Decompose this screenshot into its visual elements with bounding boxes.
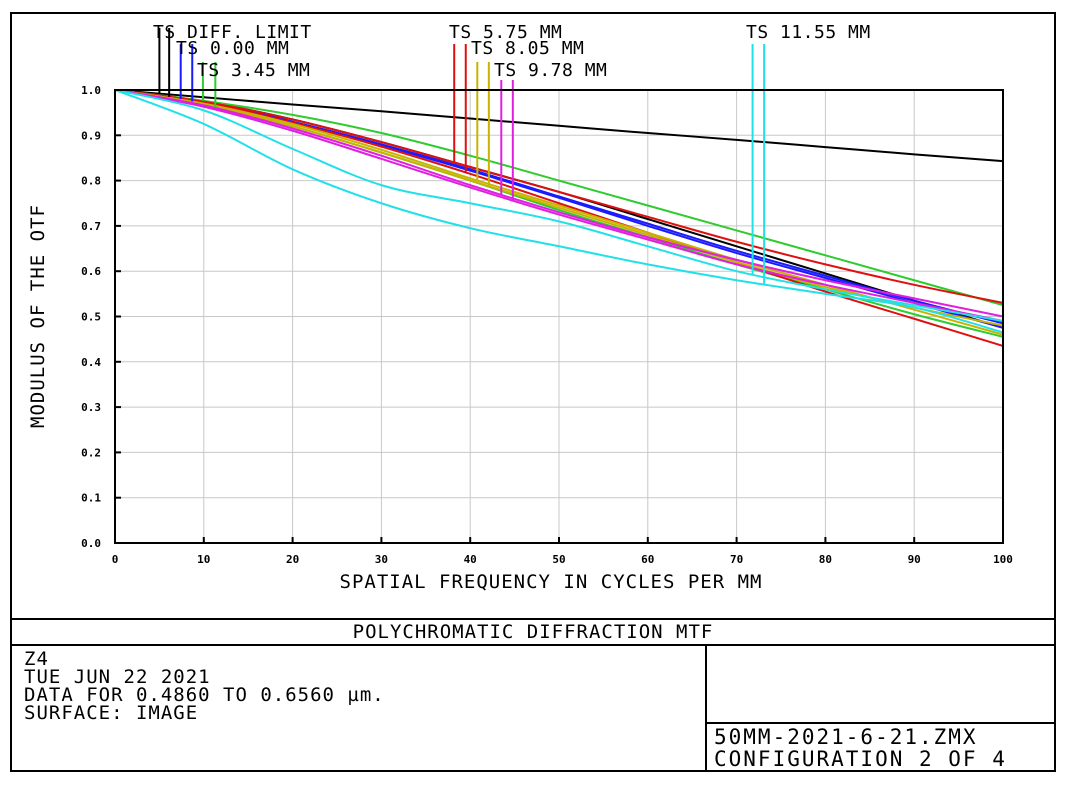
info-divider-vertical bbox=[705, 645, 707, 772]
info-zoom-position: Z4 bbox=[24, 648, 49, 670]
chart-title: POLYCHROMATIC DIFFRACTION MTF bbox=[10, 618, 1056, 646]
x-tick-label: 80 bbox=[819, 553, 832, 566]
info-wavelength-range: DATA FOR 0.4860 TO 0.6560 µm. bbox=[24, 684, 385, 706]
legend-label: TS 5.75 MM bbox=[449, 22, 562, 43]
info-block: Z4 TUE JUN 22 2021 DATA FOR 0.4860 TO 0.… bbox=[24, 648, 385, 724]
mtf-curve bbox=[114, 89, 1004, 334]
legend-label: TS 3.45 MM bbox=[197, 60, 310, 81]
mtf-curve bbox=[114, 89, 1004, 336]
grid bbox=[114, 89, 1004, 544]
legend-label: TS 0.00 MM bbox=[176, 38, 289, 59]
y-tick-label: 0.0 bbox=[81, 537, 101, 550]
mtf-chart: 0 10 20 30 40 50 60 70 80 90 100 0.0 0.1 0.2 0.3 0.4 0.5… bbox=[27, 22, 1013, 593]
mtf-curve bbox=[114, 89, 1004, 323]
x-tick-label: 0 bbox=[112, 553, 119, 566]
x-tick-label: 20 bbox=[286, 553, 299, 566]
legend-markers bbox=[158, 28, 766, 285]
mtf-curve bbox=[114, 89, 1004, 304]
y-tick-label: 0.3 bbox=[81, 401, 101, 414]
x-tick-label: 60 bbox=[641, 553, 654, 566]
x-tick-label: 30 bbox=[375, 553, 388, 566]
mtf-curve bbox=[114, 89, 1004, 307]
y-tick-label: 0.7 bbox=[81, 220, 101, 233]
mtf-curve bbox=[114, 89, 1004, 318]
file-name: 50MM-2021-6-21.ZMX bbox=[714, 725, 978, 749]
y-tick-label: 0.8 bbox=[81, 175, 101, 188]
x-tick-label: 40 bbox=[464, 553, 477, 566]
y-axis-label: MODULUS OF THE OTF bbox=[27, 204, 49, 428]
legend-label: TS DIFF. LIMIT bbox=[153, 22, 312, 43]
y-tick-label: 0.9 bbox=[81, 129, 101, 142]
y-tick-label: 0.1 bbox=[81, 492, 101, 505]
info-date: TUE JUN 22 2021 bbox=[24, 666, 211, 688]
y-tick-label: 0.6 bbox=[81, 265, 101, 278]
info-divider-horizontal bbox=[705, 722, 1056, 724]
legend-label: TS 9.78 MM bbox=[494, 60, 607, 81]
y-tick-label: 1.0 bbox=[81, 84, 101, 97]
y-tick-label: 0.4 bbox=[81, 356, 101, 369]
plot-area-border bbox=[114, 89, 1004, 544]
plot-frame bbox=[10, 12, 1056, 772]
file-info: 50MM-2021-6-21.ZMX CONFIGURATION 2 OF 4 bbox=[714, 726, 1007, 770]
legend-label: TS 11.55 MM bbox=[746, 22, 871, 43]
y-tick-label: 0.2 bbox=[81, 446, 101, 459]
x-tick-label: 70 bbox=[730, 553, 743, 566]
tick-labels: 0 10 20 30 40 50 60 70 80 90 100 0.0 0.1 0.2 0.3 0.4 0.5… bbox=[81, 84, 1013, 566]
x-tick-label: 100 bbox=[993, 553, 1013, 566]
info-surface: SURFACE: IMAGE bbox=[24, 702, 199, 724]
y-tick-label: 0.5 bbox=[81, 311, 101, 324]
legend-label: TS 8.05 MM bbox=[471, 38, 584, 59]
mtf-curve bbox=[114, 89, 1004, 347]
x-tick-label: 10 bbox=[197, 553, 210, 566]
x-tick-label: 90 bbox=[908, 553, 921, 566]
configuration: CONFIGURATION 2 OF 4 bbox=[714, 747, 1007, 771]
mtf-curve bbox=[114, 89, 1004, 323]
x-axis-label: SPATIAL FREQUENCY IN CYCLES PER MM bbox=[340, 571, 763, 593]
mtf-curve bbox=[114, 89, 1004, 163]
mtf-curves bbox=[114, 89, 1004, 347]
x-tick-label: 50 bbox=[552, 553, 565, 566]
